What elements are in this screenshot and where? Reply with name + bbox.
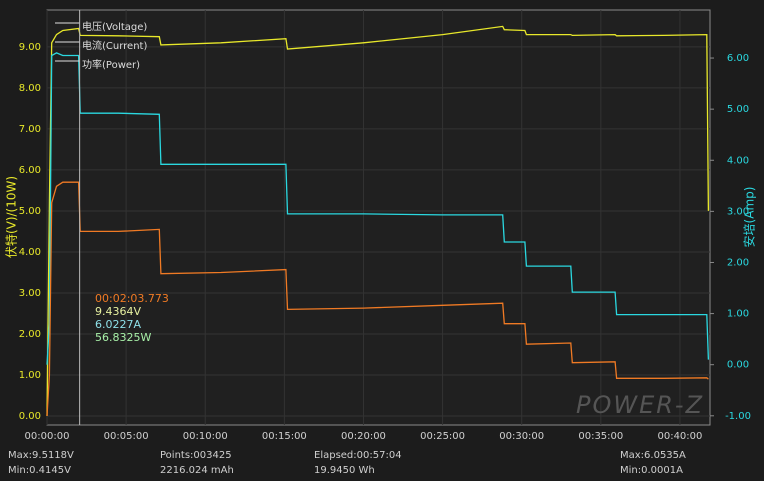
x-tick-label: 00:40:00	[657, 431, 702, 442]
legend-label: 功率(Power)	[82, 58, 140, 71]
series-line	[46, 181, 709, 417]
y-tick-label: 3.00	[19, 288, 41, 299]
footer-text: Max:6.0535A	[620, 450, 686, 461]
y-tick-label: 0.00	[19, 411, 41, 422]
footer-text: Max:9.5118V	[8, 450, 74, 461]
y2-axis-label: 安培(Amp)	[742, 187, 757, 248]
x-tick-label: 00:05:00	[104, 431, 149, 442]
x-tick-label: 00:20:00	[341, 431, 386, 442]
x-tick-label: 00:30:00	[499, 431, 544, 442]
x-tick-label: 00:15:00	[262, 431, 307, 442]
y2-tick-label: 2.00	[727, 257, 749, 268]
footer-text: Min:0.4145V	[8, 465, 71, 476]
cursor-power: 56.8325W	[95, 331, 151, 344]
y2-tick-label: 4.00	[727, 155, 749, 166]
x-tick-label: 00:25:00	[420, 431, 465, 442]
y-tick-label: 1.00	[19, 370, 41, 381]
legend-label: 电压(Voltage)	[82, 20, 147, 33]
y-tick-label: 4.00	[19, 247, 41, 258]
plot-area	[46, 9, 711, 426]
y2-tick-label: 3.00	[727, 206, 749, 217]
y-tick-label: 8.00	[19, 83, 41, 94]
footer-text: Points:003425	[160, 450, 232, 461]
y-tick-label: 2.00	[19, 329, 41, 340]
y-tick-label: 7.00	[19, 124, 41, 135]
watermark: POWER-Z	[576, 391, 704, 419]
y-axis-label: 伏特(V)/(10W)	[4, 176, 19, 258]
x-tick-label: 00:10:00	[183, 431, 228, 442]
footer-text: 19.9450 Wh	[314, 465, 375, 476]
y2-tick-label: 0.00	[727, 360, 749, 371]
x-tick-label: 00:35:00	[578, 431, 623, 442]
y2-tick-label: -1.00	[725, 411, 751, 422]
footer-text: Elapsed:00:57:04	[314, 450, 402, 461]
cursor-time: 00:02:03.773	[95, 292, 169, 305]
y2-tick-label: 1.00	[727, 309, 749, 320]
y2-tick-label: 6.00	[727, 53, 749, 64]
series-line	[46, 25, 710, 417]
y-tick-label: 6.00	[19, 165, 41, 176]
y2-tick-label: 5.00	[727, 104, 749, 115]
footer-text: 2216.024 mAh	[160, 465, 234, 476]
cursor-current: 6.0227A	[95, 318, 141, 331]
x-tick-label: 00:00:00	[25, 431, 70, 442]
y-tick-label: 5.00	[19, 206, 41, 217]
footer-text: Min:0.0001A	[620, 465, 683, 476]
y-tick-label: 9.00	[19, 42, 41, 53]
series-line	[46, 52, 710, 365]
legend-label: 电流(Current)	[82, 39, 147, 52]
cursor-voltage: 9.4364V	[95, 305, 141, 318]
